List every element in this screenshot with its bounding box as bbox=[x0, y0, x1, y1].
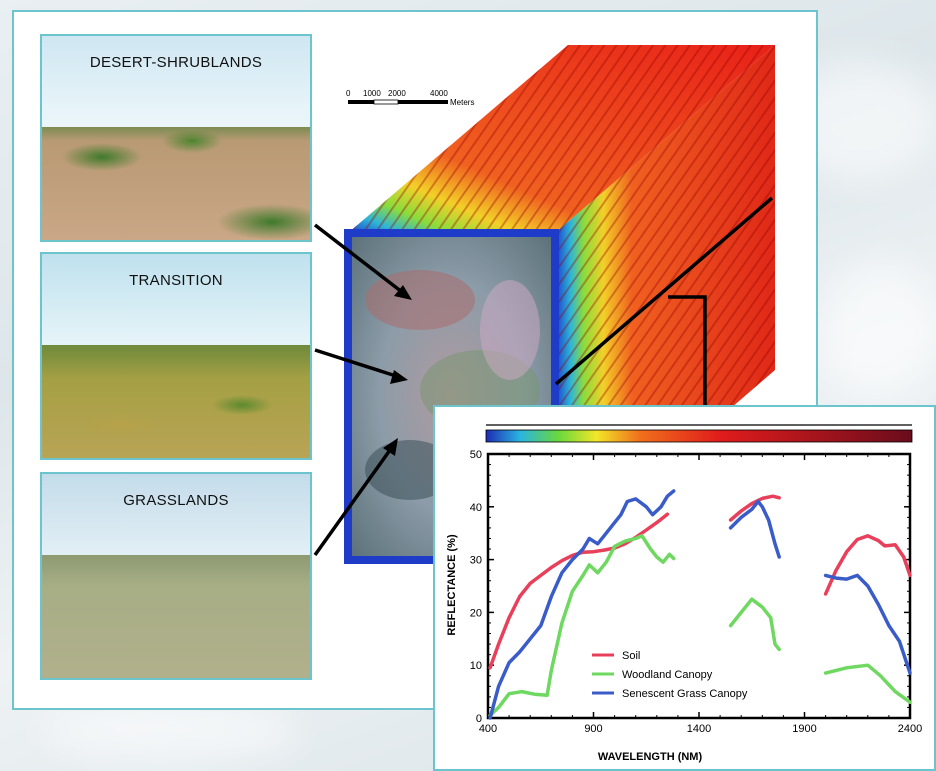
series-line-soil bbox=[823, 534, 912, 596]
legend-label: Woodland Canopy bbox=[622, 669, 713, 681]
y-tick-label: 50 bbox=[470, 449, 482, 461]
x-tick-label: 1900 bbox=[792, 723, 816, 735]
legend-label: Senescent Grass Canopy bbox=[622, 688, 748, 700]
panel-label: DESERT-SHRUBLANDS bbox=[89, 54, 263, 71]
photo-grasslands: GRASSLANDS bbox=[40, 472, 312, 680]
x-axis-label: WAVELENGTH (NM) bbox=[598, 751, 703, 763]
series-line-woodland-canopy bbox=[823, 663, 912, 704]
series-line-senescent-grass-canopy bbox=[488, 489, 676, 720]
background-cloud bbox=[40, 700, 300, 760]
panel-label: GRASSLANDS bbox=[123, 492, 229, 509]
spectrum-color-bar bbox=[485, 429, 913, 443]
photo-sky bbox=[42, 474, 310, 559]
scale-tick-4000: 4000 bbox=[430, 89, 448, 98]
photo-ground bbox=[42, 345, 310, 458]
series-line-woodland-canopy bbox=[488, 534, 676, 718]
x-tick-label: 1400 bbox=[687, 723, 711, 735]
legend-label: Soil bbox=[622, 650, 640, 662]
scale-bar: 0 1000 2000 4000 Meters bbox=[346, 89, 474, 107]
spectral-chart-frame bbox=[433, 405, 936, 771]
y-tick-label: 40 bbox=[470, 502, 482, 514]
y-axis-label: REFLECTANCE (%) bbox=[446, 534, 458, 636]
series-line-senescent-grass-canopy bbox=[823, 573, 912, 675]
background-cloud bbox=[820, 260, 936, 400]
x-tick-label: 900 bbox=[584, 723, 602, 735]
photo-ground bbox=[42, 127, 310, 240]
scale-tick-2000: 2000 bbox=[388, 89, 406, 98]
y-tick-label: 0 bbox=[476, 713, 482, 725]
photo-ground bbox=[42, 555, 310, 678]
scale-tick-0: 0 bbox=[346, 89, 351, 98]
scale-tick-1000: 1000 bbox=[363, 89, 381, 98]
panel-label: TRANSITION bbox=[129, 272, 223, 289]
x-tick-label: 2400 bbox=[898, 723, 922, 735]
y-tick-label: 20 bbox=[470, 607, 482, 619]
series-line-senescent-grass-canopy bbox=[728, 499, 781, 559]
photo-desert-shrublands: DESERT-SHRUBLANDS bbox=[40, 34, 312, 242]
y-tick-label: 10 bbox=[470, 660, 482, 672]
series-line-woodland-canopy bbox=[728, 597, 781, 652]
photo-sky bbox=[42, 36, 310, 131]
photo-transition: TRANSITION bbox=[40, 252, 312, 460]
photo-sky bbox=[42, 254, 310, 349]
scale-unit: Meters bbox=[450, 98, 474, 107]
x-tick-label: 400 bbox=[479, 723, 497, 735]
y-tick-label: 30 bbox=[470, 555, 482, 567]
